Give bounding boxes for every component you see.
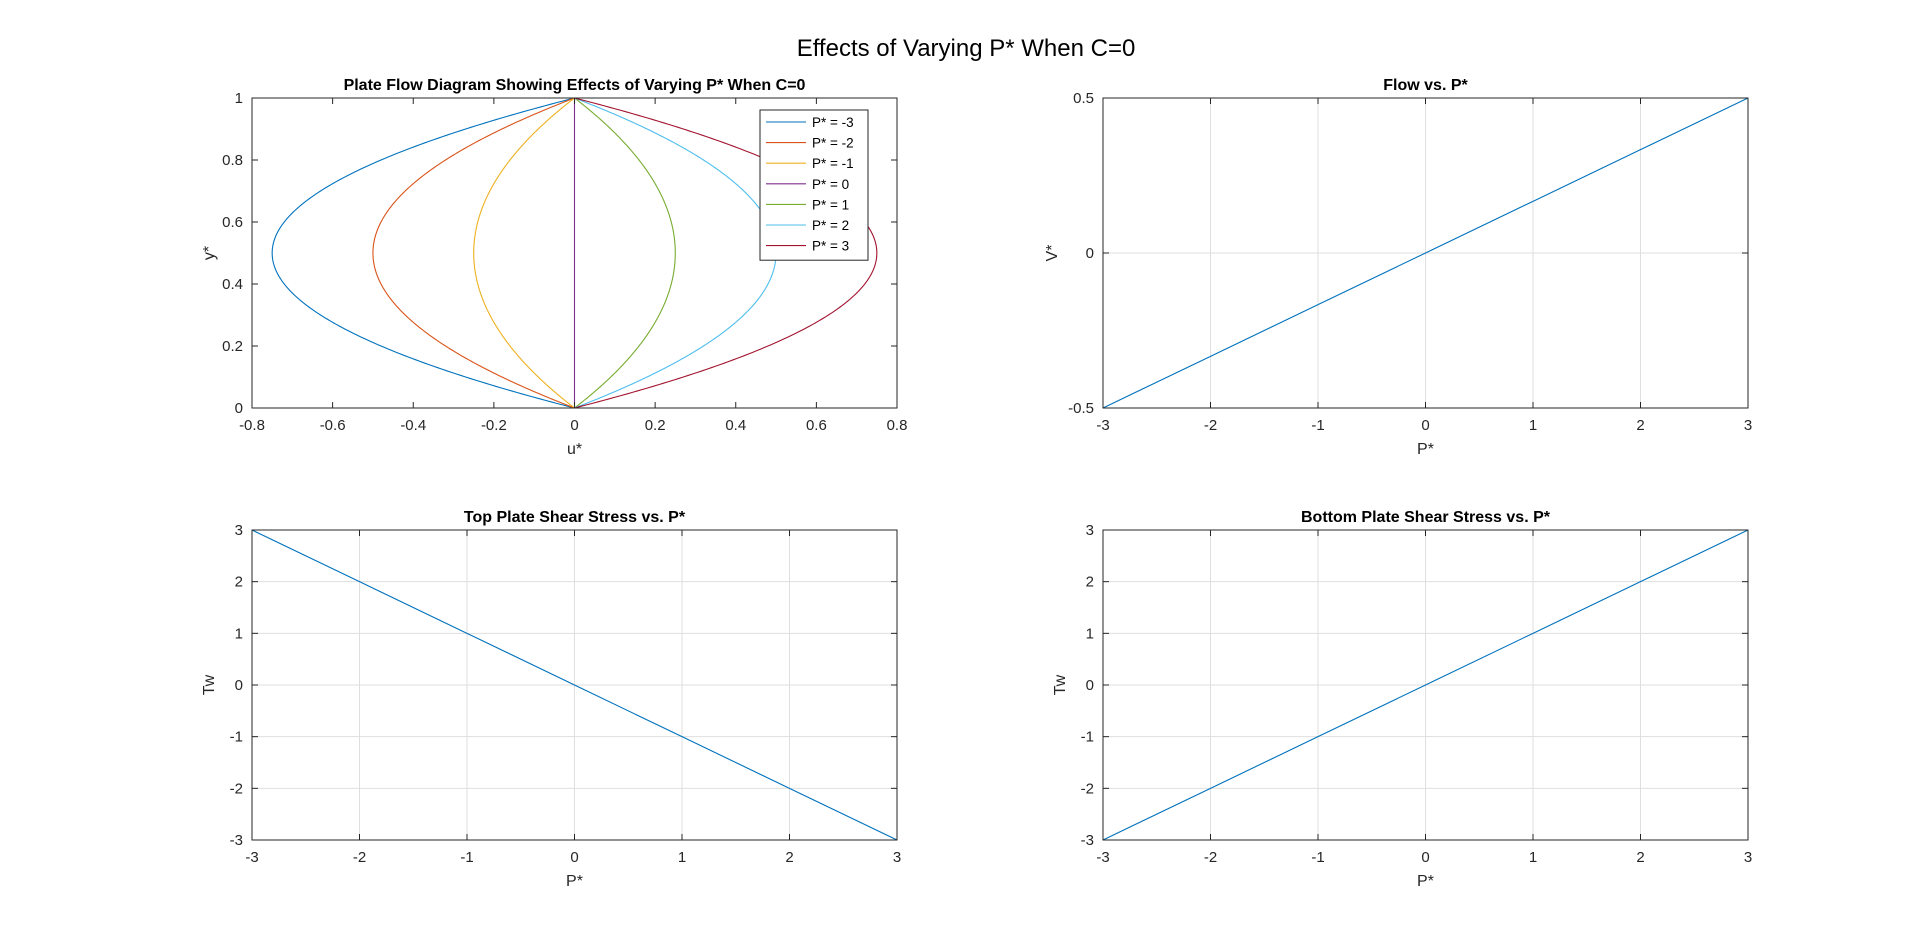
x-tick-label: -0.8 (239, 417, 265, 434)
y-tick-label: 0 (1086, 677, 1094, 694)
y-tick-label: -1 (1081, 729, 1094, 746)
subplot-top-shear: -3 -2 -1 0 1 2 3 -3 -2 -1 0 1 2 3 Top Plate Shear Stre… (201, 509, 901, 890)
x-axis-label: u* (567, 441, 582, 458)
plot-title: Bottom Plate Shear Stress vs. P* (1301, 509, 1551, 526)
x-tick-label: 3 (893, 849, 901, 866)
y-axis-label: Tw (1052, 674, 1069, 695)
x-tick-label: 1 (678, 849, 686, 866)
y-tick-label: 1 (1086, 625, 1094, 642)
x-tick-label: -1 (1311, 849, 1324, 866)
legend-entry: P* = 0 (812, 177, 849, 192)
x-tick-label: 0.6 (806, 417, 827, 434)
x-axis-label: P* (1417, 873, 1434, 890)
series-line-0 (271, 97, 575, 409)
subplot-plate-flow: -0.8 -0.6 -0.4 -0.2 0 0.2 0.4 0.6 0.8 0 0.2 0.4 0.6 0… (201, 77, 907, 458)
series-line-6 (574, 97, 878, 409)
y-tick-label: 3 (235, 522, 243, 539)
x-tick-label: 0.2 (645, 417, 666, 434)
y-tick-label: 0 (235, 400, 243, 417)
series-line-0 (1102, 97, 1749, 409)
x-tick-label: -3 (245, 849, 258, 866)
x-tick-label: -0.4 (400, 417, 426, 434)
subplot-flow-vs-pstar: -3 -2 -1 0 1 2 3 -0.5 0 0.5 Flow vs. P* P* V* (1044, 77, 1752, 458)
y-tick-label: 0.8 (222, 152, 243, 169)
y-tick-label: 1 (235, 625, 243, 642)
y-tick-label: -3 (1081, 832, 1094, 849)
x-tick-label: 3 (1744, 849, 1752, 866)
x-tick-label: 0 (1421, 849, 1429, 866)
x-tick-label: 0 (1421, 417, 1429, 434)
y-axis-label: y* (201, 246, 218, 260)
figure-suptitle: Effects of Varying P* When C=0 (797, 35, 1136, 62)
y-tick-label: 0 (1086, 245, 1094, 262)
x-tick-label: 1 (1529, 849, 1537, 866)
x-tick-label: -2 (353, 849, 366, 866)
y-tick-label: 0.6 (222, 214, 243, 231)
plot-title: Plate Flow Diagram Showing Effects of Va… (344, 77, 806, 94)
legend-entry: P* = 2 (812, 218, 849, 233)
y-tick-label: -1 (230, 729, 243, 746)
y-axis-label: Tw (201, 674, 218, 695)
y-tick-label: -0.5 (1068, 400, 1094, 417)
y-tick-label: -2 (1081, 780, 1094, 797)
y-tick-label: -2 (230, 780, 243, 797)
legend-entry: P* = -2 (812, 136, 854, 151)
x-axis-label: P* (566, 873, 583, 890)
x-tick-label: -0.2 (481, 417, 507, 434)
x-tick-label: 2 (785, 849, 793, 866)
series-line-4 (574, 97, 676, 409)
x-tick-label: 2 (1636, 417, 1644, 434)
series-line-1 (372, 97, 575, 409)
y-tick-label: 0.4 (222, 276, 243, 293)
x-tick-label: -1 (460, 849, 473, 866)
x-tick-label: -3 (1096, 849, 1109, 866)
y-tick-label: 2 (235, 574, 243, 591)
x-tick-label: 2 (1636, 849, 1644, 866)
x-tick-label: -2 (1204, 849, 1217, 866)
x-tick-label: 0.4 (725, 417, 746, 434)
legend-entry: P* = 1 (812, 197, 849, 212)
y-tick-label: 2 (1086, 574, 1094, 591)
series-line-0 (1102, 529, 1749, 841)
x-tick-label: 1 (1529, 417, 1537, 434)
plot-title: Top Plate Shear Stress vs. P* (464, 509, 686, 526)
subplot-bottom-shear: -3 -2 -1 0 1 2 3 -3 -2 -1 0 1 2 3 Bottom Plate Shear S… (1052, 509, 1752, 890)
x-tick-label: 0 (570, 849, 578, 866)
series-line-0 (251, 529, 898, 841)
y-tick-label: 0.2 (222, 338, 243, 355)
y-tick-label: 1 (235, 90, 243, 107)
y-axis-label: V* (1044, 245, 1061, 262)
legend-entry: P* = 3 (812, 239, 849, 254)
y-tick-label: 0 (235, 677, 243, 694)
x-tick-label: 0 (570, 417, 578, 434)
plot-title: Flow vs. P* (1383, 77, 1468, 94)
legend-box (759, 109, 869, 261)
x-tick-label: 0.8 (887, 417, 908, 434)
series-line-2 (473, 97, 575, 409)
legend-entry: P* = -3 (812, 115, 854, 130)
x-axis-label: P* (1417, 441, 1434, 458)
x-tick-label: -1 (1311, 417, 1324, 434)
y-tick-label: 3 (1086, 522, 1094, 539)
legend-entry: P* = -1 (812, 156, 854, 171)
legend: P* = -3 P* = -2 P* = -1 P* = 0 P* = 1 P* = 2 P… (759, 109, 869, 261)
y-tick-label: -3 (230, 832, 243, 849)
x-tick-label: 3 (1744, 417, 1752, 434)
x-tick-label: -3 (1096, 417, 1109, 434)
x-tick-label: -0.6 (320, 417, 346, 434)
x-tick-label: -2 (1204, 417, 1217, 434)
y-tick-label: 0.5 (1073, 90, 1094, 107)
